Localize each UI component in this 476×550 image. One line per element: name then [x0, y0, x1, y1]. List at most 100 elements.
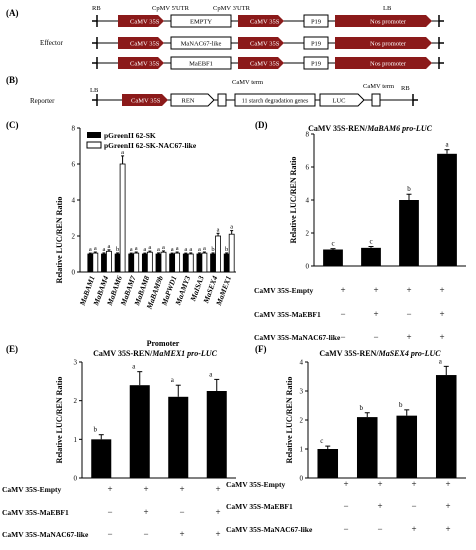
bar-MaPWD1-nac67	[174, 252, 181, 273]
chart-f-row-label: CaMV 35S-Empty	[226, 480, 285, 489]
panel-a-label: (A)	[6, 8, 19, 18]
p19-box	[303, 14, 329, 28]
bar-MaAMY3-sk	[182, 253, 189, 273]
ren-arrow-icon	[170, 93, 215, 107]
p19-label: P19	[311, 61, 321, 68]
chart-d-bar-4	[437, 153, 457, 266]
legend-swatch-black	[87, 132, 101, 138]
chart-c-sig-letter: a	[157, 246, 160, 253]
chart-c-sig-letter: a	[89, 246, 92, 253]
chart-d-tick-label: 0	[306, 263, 310, 271]
chart-f-sign: −	[377, 524, 382, 534]
chart-e-sig-letter: a	[132, 363, 136, 371]
lb-border-icon	[438, 57, 444, 69]
chart-e-sig-letter: a	[209, 370, 213, 378]
camv35s-arrow-icon	[118, 15, 164, 27]
chart-e-bar-3	[168, 396, 189, 478]
empty-box	[170, 14, 232, 28]
lb-border-icon	[92, 94, 98, 106]
manac-box	[170, 36, 232, 50]
chart-d-tick-label: 4	[306, 197, 310, 205]
chart-f-tick-label: 3	[300, 388, 304, 396]
nos-arrow-icon	[335, 15, 432, 27]
camv-term-label-2: CaMV term	[363, 83, 394, 90]
chart-c-legend: pGreenII 62-SK pGreenII 62-SK-NAC67-like	[86, 131, 197, 150]
chart-f-sig-letter: c	[320, 437, 323, 445]
rb-label-b: RB	[401, 85, 410, 92]
chart-f-sign: +	[411, 479, 416, 489]
chart-d-tick-label: 2	[306, 230, 310, 238]
panel-e-label: (E)	[6, 344, 18, 354]
chart-d-sign: −	[340, 309, 345, 319]
chart-c-sig-letter: a	[148, 244, 151, 251]
chart-d-sig-letter: a	[445, 141, 449, 149]
chart-c-tick-label: 0	[72, 269, 76, 277]
nos-label: Nos promoter	[370, 61, 407, 68]
camv35s-label: CaMV 35S	[250, 41, 280, 48]
panel-b-label: (B)	[6, 75, 18, 85]
chart-d-row-label: CaMV 35S-Empty	[254, 286, 313, 295]
chart-d-sign: −	[373, 332, 378, 342]
chart-d-bar-3	[399, 200, 419, 266]
chart-d-sig-letter: b	[407, 185, 411, 193]
chart-e-sign: −	[107, 529, 112, 539]
chart-c-sig-letter: a	[103, 246, 106, 253]
p19-box	[303, 56, 329, 70]
chart-f: (F) CaMV 35S-REN/MaSEX4 pro-LUC Relative…	[226, 344, 466, 534]
lb-border-icon	[438, 37, 444, 49]
chart-f-title: CaMV 35S-REN/MaSEX4 pro-LUC	[319, 349, 441, 358]
chart-e: (E) CaMV 35S-REN/MaMEX1 pro-LUC Relative…	[2, 344, 236, 539]
bar-MaBAM9b-nac67	[160, 251, 167, 273]
chart-e-sign: +	[215, 507, 220, 517]
chart-c-sig-letter: b	[225, 246, 228, 253]
maebf1-box	[170, 56, 232, 70]
chart-c-sig-letter: a	[203, 245, 206, 252]
chart-d-sign: +	[406, 332, 411, 342]
chart-d-sign: −	[406, 309, 411, 319]
chart-e-sign: −	[179, 507, 184, 517]
construct-row-reporter: Reporter CaMV 35S REN 11 starch degradat…	[30, 93, 418, 107]
chart-d-sign: +	[373, 309, 378, 319]
chart-f-sign: +	[343, 479, 348, 489]
chart-c-sig-letter: a	[184, 246, 187, 253]
chart-e-sign: +	[215, 529, 220, 539]
chart-d-sign: +	[439, 309, 444, 319]
chart-c-tick-label: 8	[72, 125, 76, 133]
p19-label: P19	[311, 19, 321, 26]
empty-label: EMPTY	[190, 19, 212, 26]
chart-e-row-label: CaMV 35S-Empty	[2, 485, 61, 494]
chart-c-sig-letter: a	[94, 245, 97, 252]
bar-MaISA3-sk	[196, 253, 203, 273]
bar-MaMEX1-nac67	[228, 233, 235, 273]
chart-d-bar-1	[323, 249, 343, 266]
camv35s-label: CaMV 35S	[130, 61, 160, 68]
chart-d-tick-label: 6	[306, 164, 310, 172]
bar-MaISA3-nac67	[201, 252, 208, 273]
chart-c-sig-letter: b	[116, 246, 119, 253]
chart-f-tick-label: 4	[300, 359, 304, 367]
chart-c-tick-label: 6	[72, 161, 76, 169]
p19-box	[303, 36, 329, 50]
chart-f-ylabel: Relative LUC/REN Ratio	[285, 377, 294, 464]
maebf1-label: MaEBF1	[189, 61, 213, 68]
chart-d-row-label: CaMV 35S-MaEBF1	[254, 310, 321, 319]
chart-c-sig-letter: a	[230, 224, 233, 231]
chart-d-ylabel: Relative LUC/REN Ratio	[289, 157, 298, 244]
chart-d-tick-label: 8	[306, 131, 310, 139]
chart-d-sign: +	[340, 285, 345, 295]
chart-f-sign: +	[377, 479, 382, 489]
chart-d-sign: −	[340, 332, 345, 342]
chart-f-tick-label: 1	[300, 446, 304, 454]
lb-border-icon	[438, 15, 444, 27]
chart-d-row-label: CaMV 35S-MaNAC67-like	[254, 333, 341, 342]
nos-arrow-icon	[335, 57, 432, 69]
bar-MaBAM9b-sk	[155, 253, 162, 273]
chart-e-ylabel: Relative LUC/REN Ratio	[55, 377, 64, 464]
chart-f-sign: +	[377, 501, 382, 511]
chart-d-sign-table: CaMV 35S-Empty + + + + CaMV 35S-MaEBF1 − + − + CaM…	[254, 285, 445, 342]
chart-c-sig-letter: a	[135, 245, 138, 252]
chart-f-sign: +	[411, 524, 416, 534]
camv-term-label-1: CaMV term	[232, 79, 263, 86]
chart-c-sig-letter: a	[162, 244, 165, 251]
